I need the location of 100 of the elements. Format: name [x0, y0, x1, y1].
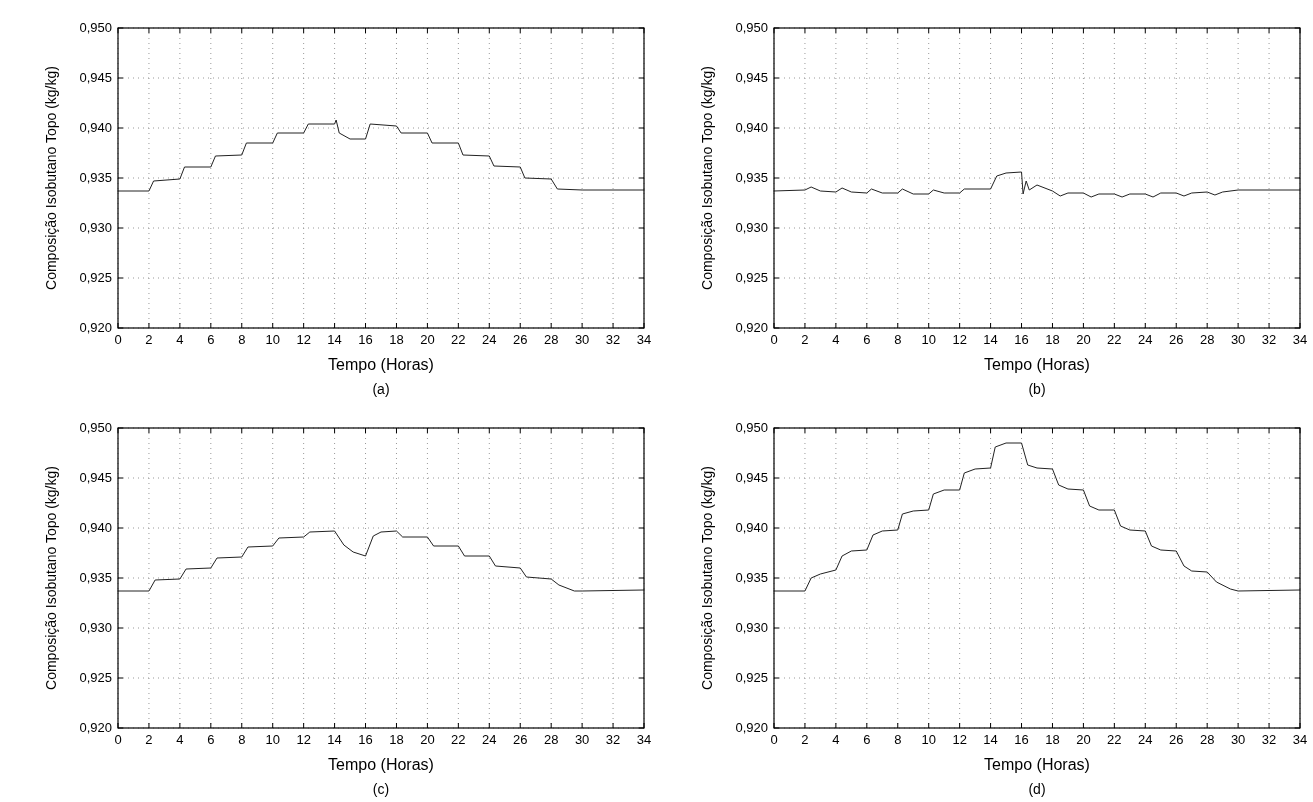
x-tick-label: 32	[605, 732, 621, 747]
line-series	[117, 530, 645, 592]
line-series	[773, 442, 1301, 592]
x-tick-label: 26	[513, 332, 528, 347]
x-tick-label: 0	[770, 732, 778, 747]
y-tick-label: 0,920	[735, 320, 768, 335]
x-tick-label: 2	[801, 732, 809, 747]
y-tick-label: 0,935	[735, 170, 768, 185]
x-tick-label: 18	[389, 332, 404, 347]
x-tick-label: 32	[1261, 732, 1277, 747]
y-tick-label: 0,950	[79, 20, 112, 35]
x-tick-label: 10	[921, 732, 936, 747]
x-tick-label: 14	[983, 332, 998, 347]
x-axis-title: Tempo (Horas)	[984, 756, 1090, 773]
x-tick-label: 4	[832, 332, 840, 347]
x-tick-label: 20	[420, 732, 435, 747]
x-tick-label: 6	[207, 732, 215, 747]
x-tick-label: 24	[1138, 732, 1153, 747]
y-tick-label: 0,945	[79, 70, 112, 85]
x-tick-label: 10	[921, 332, 936, 347]
x-tick-label: 12	[952, 332, 967, 347]
x-tick-label: 12	[296, 332, 311, 347]
text: (d)	[1028, 781, 1046, 797]
y-tick-label: 0,950	[735, 420, 768, 435]
y-tick-label: 0,930	[735, 620, 768, 635]
x-tick-label: 32	[605, 332, 621, 347]
y-tick-label: 0,925	[735, 270, 768, 285]
y-tick-label: 0,945	[735, 70, 768, 85]
x-tick-label: 34	[1292, 732, 1308, 747]
y-tick-label: 0,945	[735, 470, 768, 485]
x-tick-label: 6	[863, 732, 871, 747]
x-tick-label: 2	[145, 732, 153, 747]
x-tick-label: 16	[358, 732, 373, 747]
y-axis-title: Composição Isobutano Topo (kg/kg)	[699, 466, 715, 690]
y-tick-label: 0,950	[735, 20, 768, 35]
x-axis-title: Tempo (Horas)	[328, 356, 434, 373]
text: (c)	[372, 781, 390, 797]
y-tick-label: 0,925	[79, 670, 112, 685]
x-tick-label: 22	[1107, 332, 1122, 347]
x-tick-label: 14	[327, 332, 342, 347]
x-tick-label: 0	[114, 732, 122, 747]
x-axis-title: Tempo (Horas)	[328, 756, 434, 773]
x-tick-label: 4	[176, 332, 184, 347]
x-tick-label: 14	[327, 732, 342, 747]
x-tick-label: 4	[176, 732, 184, 747]
x-axis-title: Tempo (Horas)	[984, 356, 1090, 373]
x-tick-label: 30	[1230, 332, 1246, 347]
x-tick-label: 6	[207, 332, 215, 347]
x-tick-label: 28	[543, 732, 559, 747]
x-tick-label: 8	[238, 332, 246, 347]
x-tick-label: 22	[451, 332, 466, 347]
x-tick-label: 18	[1045, 732, 1060, 747]
x-tick-label: 26	[1169, 332, 1184, 347]
x-tick-label: 8	[894, 732, 902, 747]
y-tick-label: 0,930	[79, 620, 112, 635]
x-tick-label: 2	[801, 332, 809, 347]
x-tick-label: 34	[1292, 332, 1308, 347]
x-tick-label: 12	[296, 732, 311, 747]
x-tick-label: 4	[832, 732, 840, 747]
y-tick-label: 0,920	[79, 320, 112, 335]
x-tick-label: 8	[238, 732, 246, 747]
y-tick-label: 0,935	[735, 570, 768, 585]
y-tick-label: 0,930	[735, 220, 768, 235]
x-tick-label: 30	[574, 332, 590, 347]
x-tick-label: 20	[1076, 332, 1091, 347]
x-tick-label: 10	[265, 732, 280, 747]
y-tick-label: 0,925	[735, 670, 768, 685]
x-tick-label: 28	[543, 332, 559, 347]
x-tick-label: 20	[1076, 732, 1091, 747]
x-tick-label: 34	[636, 332, 652, 347]
x-tick-label: 16	[1014, 332, 1029, 347]
x-tick-label: 10	[265, 332, 280, 347]
x-tick-label: 26	[513, 732, 528, 747]
y-axis-title: Composição Isobutano Topo (kg/kg)	[699, 66, 715, 290]
x-tick-label: 12	[952, 732, 967, 747]
x-tick-label: 22	[1107, 732, 1122, 747]
line-series	[117, 119, 645, 192]
x-tick-label: 20	[420, 332, 435, 347]
x-tick-label: 2	[145, 332, 153, 347]
x-tick-label: 0	[114, 332, 122, 347]
x-tick-label: 24	[482, 732, 497, 747]
text: (a)	[372, 381, 390, 397]
x-tick-label: 34	[636, 732, 652, 747]
y-axis-title: Composição Isobutano Topo (kg/kg)	[43, 466, 59, 690]
y-tick-label: 0,920	[79, 720, 112, 735]
x-tick-label: 0	[770, 332, 778, 347]
x-tick-label: 16	[1014, 732, 1029, 747]
x-tick-label: 26	[1169, 732, 1184, 747]
x-tick-label: 24	[1138, 332, 1153, 347]
x-tick-label: 18	[389, 732, 404, 747]
y-tick-label: 0,935	[79, 570, 112, 585]
y-axis-title: Composição Isobutano Topo (kg/kg)	[43, 66, 59, 290]
y-tick-label: 0,925	[79, 270, 112, 285]
y-tick-label: 0,940	[735, 120, 768, 135]
y-tick-label: 0,940	[735, 520, 768, 535]
x-tick-label: 32	[1261, 332, 1277, 347]
text: (b)	[1028, 381, 1046, 397]
x-tick-label: 18	[1045, 332, 1060, 347]
y-tick-label: 0,945	[79, 470, 112, 485]
x-tick-label: 8	[894, 332, 902, 347]
